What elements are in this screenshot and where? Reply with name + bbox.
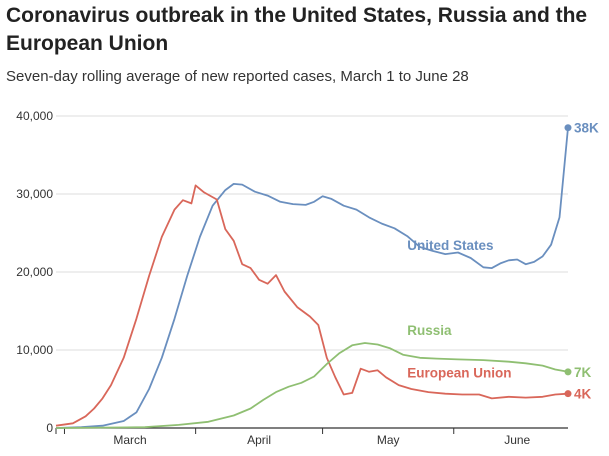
series-name-label: European Union (407, 365, 511, 380)
series-line-russia (55, 342, 569, 429)
series-end-label: 7K (574, 365, 592, 380)
series-name-label: Russia (407, 323, 452, 338)
y-tick-label: 0 (46, 421, 53, 435)
series-end-marker (564, 368, 572, 376)
chart-title: Coronavirus outbreak in the United State… (6, 4, 588, 55)
chart-subtitle: Seven-day rolling average of new reporte… (6, 68, 469, 85)
axes: 0 10,000 20,000 30,000 40,000 March April May Ju… (16, 109, 568, 447)
series-name-label: United States (407, 238, 493, 253)
series-end-label: 38K (574, 121, 599, 136)
x-tick-label: June (504, 433, 530, 447)
series-end-marker (564, 124, 572, 132)
series-end-label: 4K (574, 387, 592, 402)
series-end-marker (564, 390, 572, 398)
y-tick-label: 30,000 (16, 187, 53, 201)
x-tick-label: April (247, 433, 271, 447)
y-tick-label: 40,000 (16, 109, 53, 123)
series-lines (55, 124, 572, 429)
series-line-european-union (55, 184, 569, 427)
x-tick-label: May (377, 433, 400, 447)
series-line-united-states (55, 127, 569, 429)
y-tick-label: 20,000 (16, 265, 53, 279)
x-tick-label: March (113, 433, 146, 447)
y-tick-label: 10,000 (16, 343, 53, 357)
gridlines (56, 115, 568, 351)
series-labels: 38K United States 4K European Union 7K Russia (407, 121, 599, 402)
